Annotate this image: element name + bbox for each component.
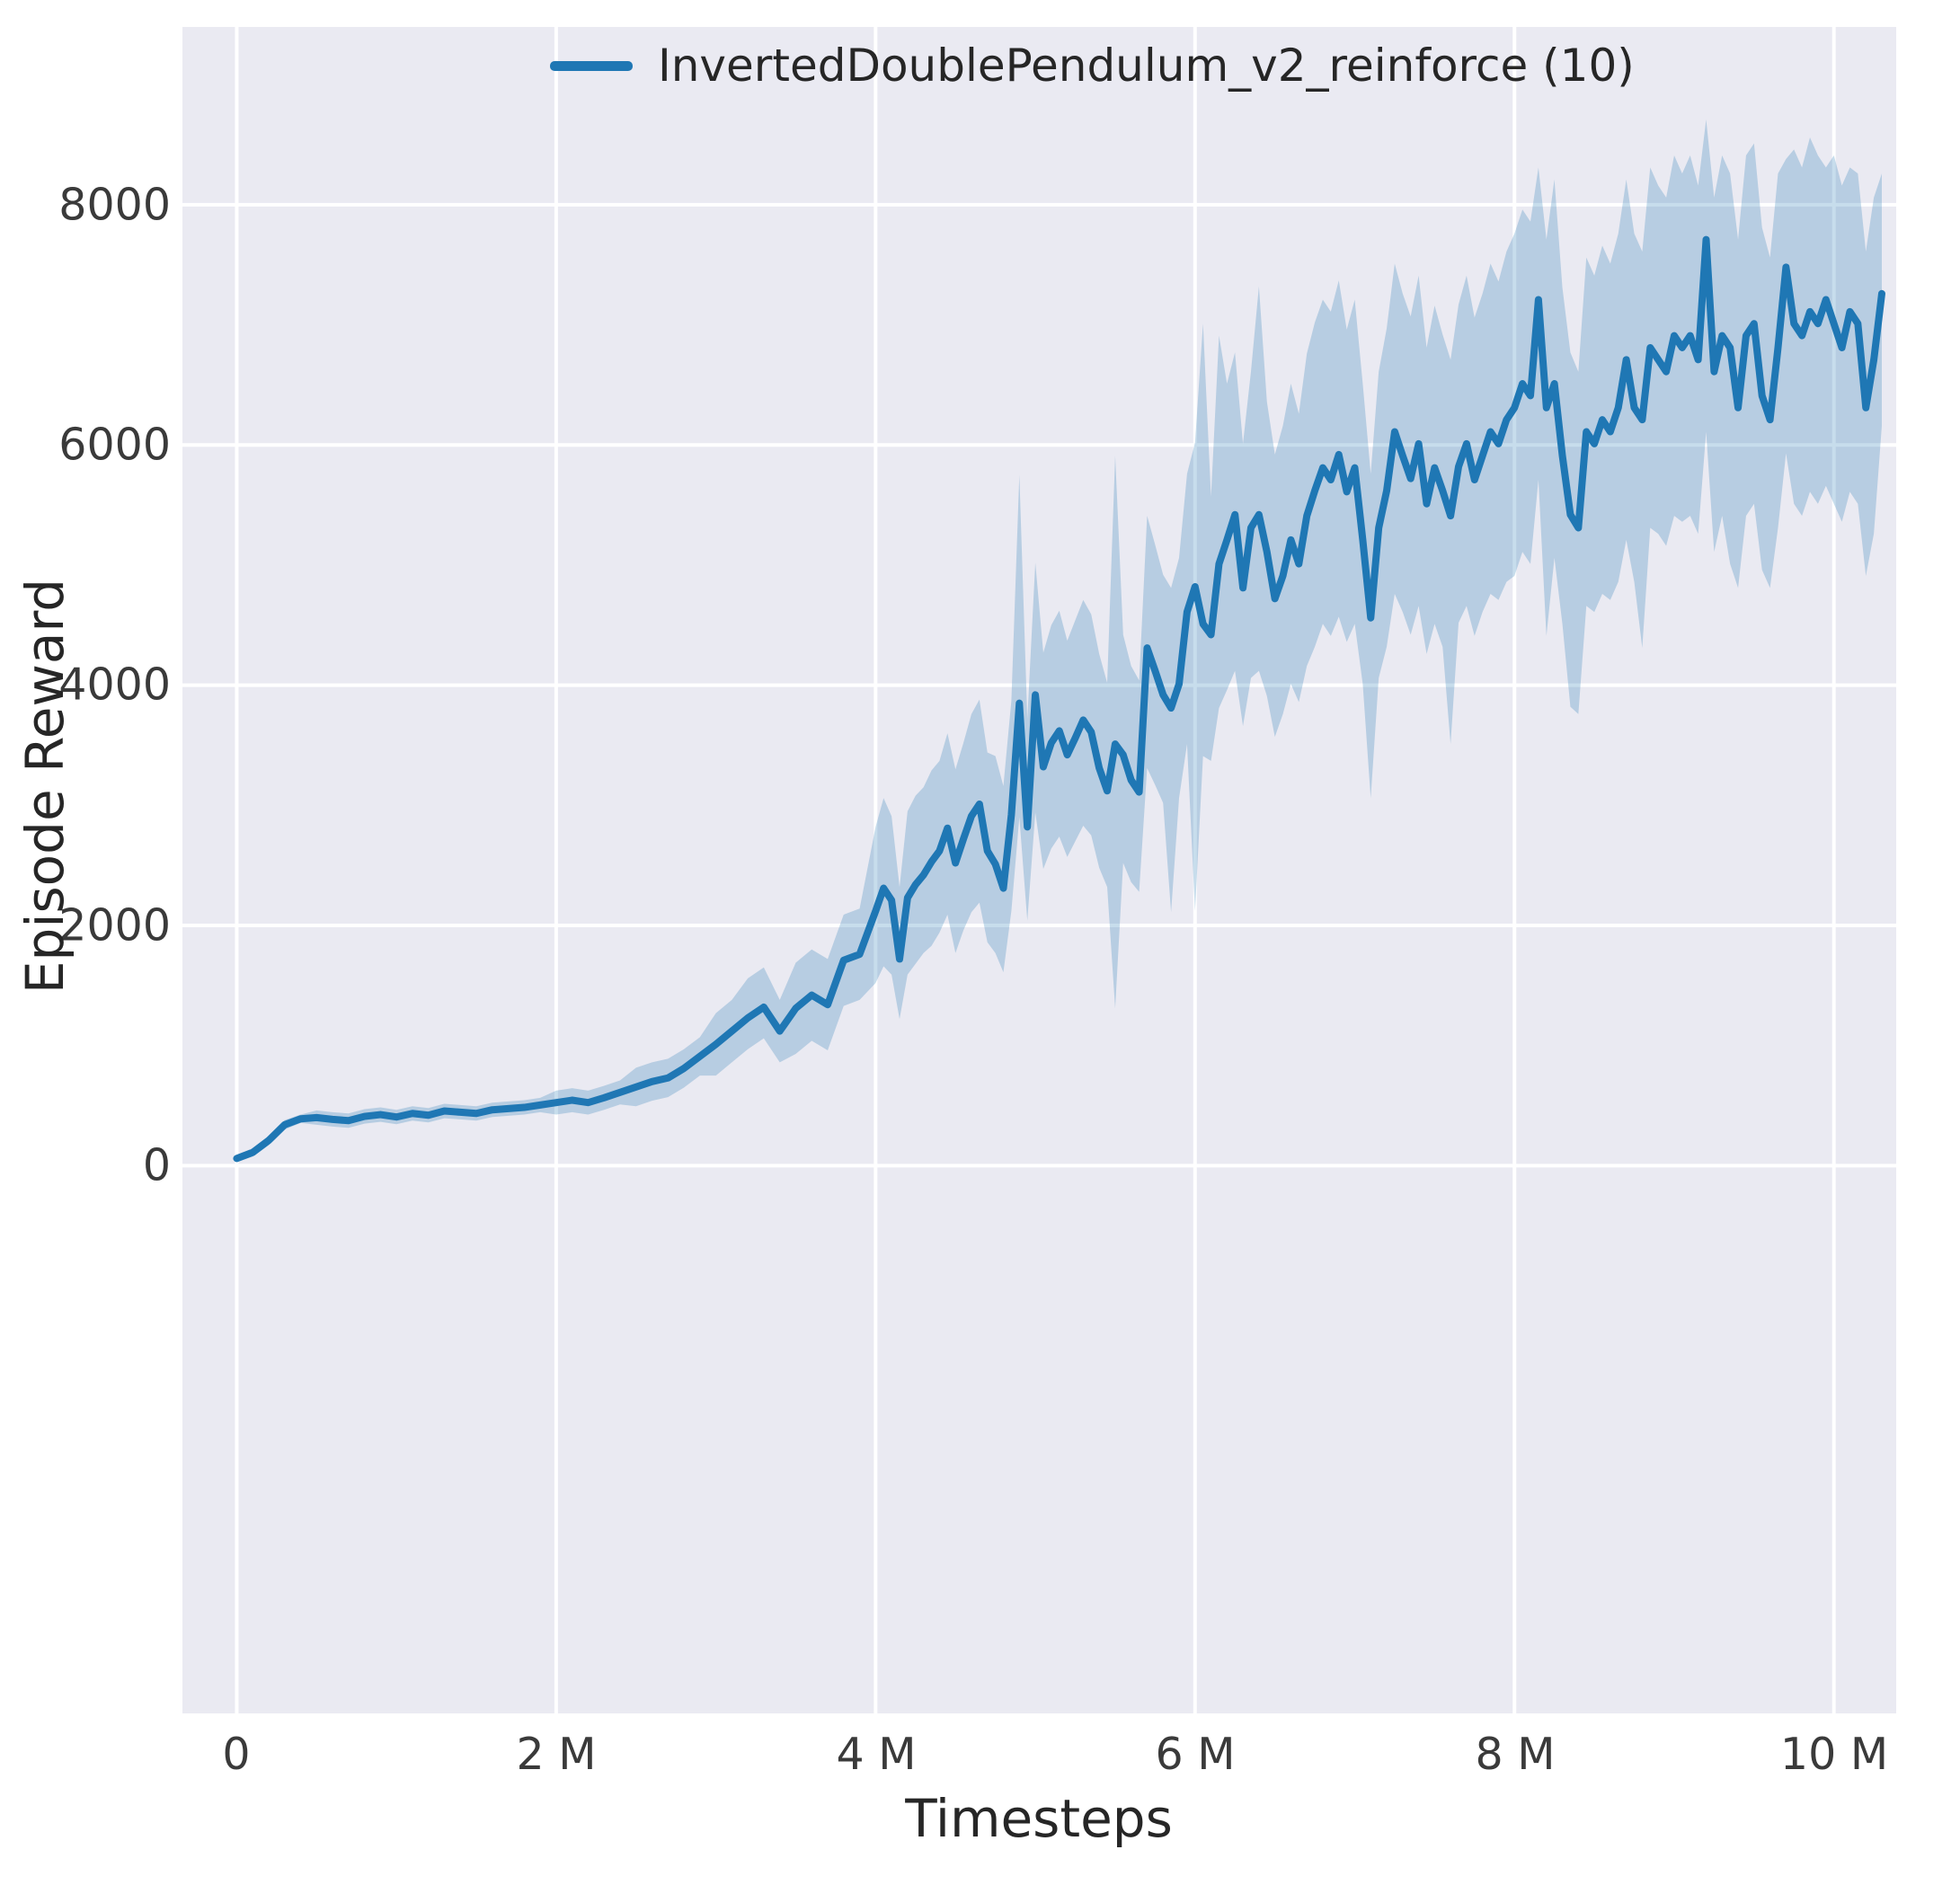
- x-axis-label: Timesteps: [905, 1788, 1173, 1849]
- legend-line-icon: [550, 61, 633, 71]
- x-tick-label: 10 M: [1779, 1729, 1889, 1780]
- x-tick-label: 2 M: [516, 1729, 597, 1780]
- x-tick-label: 6 M: [1155, 1729, 1236, 1780]
- y-tick-label: 8000: [58, 179, 171, 231]
- legend-label: InvertedDoublePendulum_v2_reinforce (10): [658, 40, 1635, 92]
- y-tick-label: 6000: [58, 419, 171, 471]
- legend: InvertedDoublePendulum_v2_reinforce (10): [550, 41, 1635, 91]
- y-tick-label: 0: [142, 1139, 171, 1191]
- y-tick-label: 2000: [58, 899, 171, 951]
- x-tick-label: 8 M: [1475, 1729, 1556, 1780]
- x-tick-label: 4 M: [836, 1729, 917, 1780]
- y-tick-label: 4000: [58, 659, 171, 711]
- plot-area: [182, 27, 1896, 1713]
- confidence-band: [236, 119, 1883, 1163]
- x-tick-label: 0: [222, 1729, 251, 1780]
- mean-reward-line: [233, 235, 1886, 1163]
- y-axis-label: Episode Reward: [14, 578, 75, 995]
